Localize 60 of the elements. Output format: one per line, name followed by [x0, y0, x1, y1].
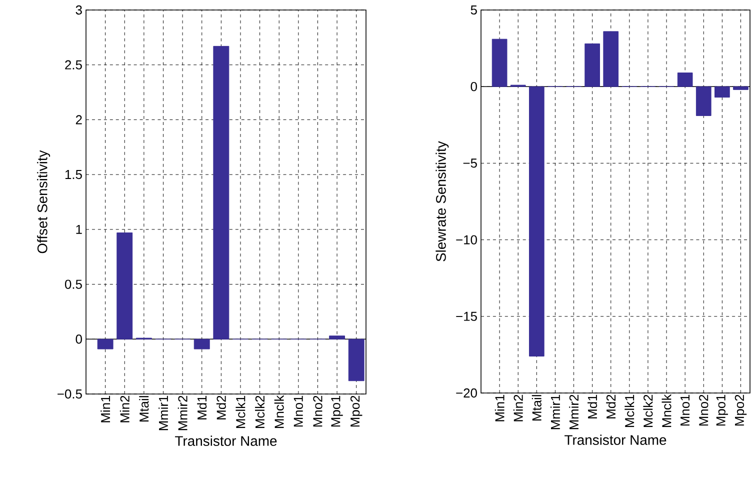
x-tick-label: Mtail [139, 396, 149, 422]
y-tick-label: −0.5 [58, 389, 82, 399]
bar [348, 338, 364, 382]
y-tick-label: 2 [76, 115, 82, 124]
bar [584, 43, 600, 87]
x-tick-label: Mno2 [313, 396, 322, 427]
x-tick-label: Mno1 [680, 394, 690, 426]
y-tick-label: −5 [463, 158, 477, 168]
x-tick-label: Mmir2 [569, 394, 578, 430]
bar [603, 31, 619, 87]
x-axis-title: Transistor Name [564, 434, 666, 445]
bar [329, 336, 346, 340]
x-tick-label: Mno2 [699, 394, 708, 426]
x-tick-label: Mtail [532, 395, 542, 420]
y-tick-label: 0.5 [64, 280, 82, 289]
x-tick-label: Min2 [513, 394, 523, 422]
x-tick-label: Mnclk [662, 394, 672, 427]
y-tick-label: −15 [456, 312, 477, 321]
y-tick-label: 1.5 [65, 170, 82, 180]
y-tick-label: −10 [456, 235, 477, 244]
y-tick-label: 0 [470, 82, 477, 92]
y-axis-title: Slewrate Sensitivity [436, 141, 449, 262]
y-tick-label: 5 [470, 5, 477, 15]
y-tick-label: 1 [76, 224, 82, 234]
x-tick-label: Md2 [216, 396, 226, 420]
x-tick-label: Mclk2 [255, 396, 265, 428]
bar [116, 232, 133, 340]
x-tick-label: Mpo1 [716, 394, 728, 426]
bar [97, 338, 114, 350]
bar [213, 46, 230, 340]
x-tick-label: Md1 [197, 396, 207, 420]
x-tick-label: Min1 [100, 396, 110, 422]
y-tick-label: 0 [76, 334, 82, 344]
bar [696, 86, 712, 116]
bar [677, 72, 693, 87]
y-tick-label: 2.5 [65, 60, 82, 70]
bar [492, 38, 508, 87]
x-tick-label: Mpo2 [734, 394, 747, 426]
x-tick-label: Mmir2 [178, 396, 188, 430]
x-tick-label: Min1 [494, 394, 504, 422]
x-tick-label: Mmir1 [550, 394, 560, 430]
x-tick-label: Mnclk [274, 395, 284, 428]
y-tick-label: −20 [456, 388, 477, 398]
x-tick-label: Mpo1 [331, 396, 343, 427]
x-axis-title: Transistor Name [175, 436, 277, 446]
x-tick-label: Mclk2 [643, 394, 653, 427]
bar [528, 86, 544, 356]
x-tick-label: Md1 [588, 394, 598, 418]
x-tick-label: Mpo2 [350, 396, 362, 427]
bar [733, 86, 748, 90]
y-tick-label: 3 [76, 5, 82, 15]
x-tick-label: Md2 [606, 394, 616, 418]
bar [714, 86, 730, 98]
bar [194, 338, 210, 350]
x-tick-label: Mclk1 [236, 396, 246, 428]
x-tick-label: Mclk1 [624, 394, 634, 427]
x-tick-label: Mno1 [294, 396, 303, 427]
x-tick-label: Mmir1 [158, 396, 168, 430]
x-tick-label: Min2 [120, 396, 130, 422]
y-axis-title: Offset Sensitivity [37, 150, 50, 254]
